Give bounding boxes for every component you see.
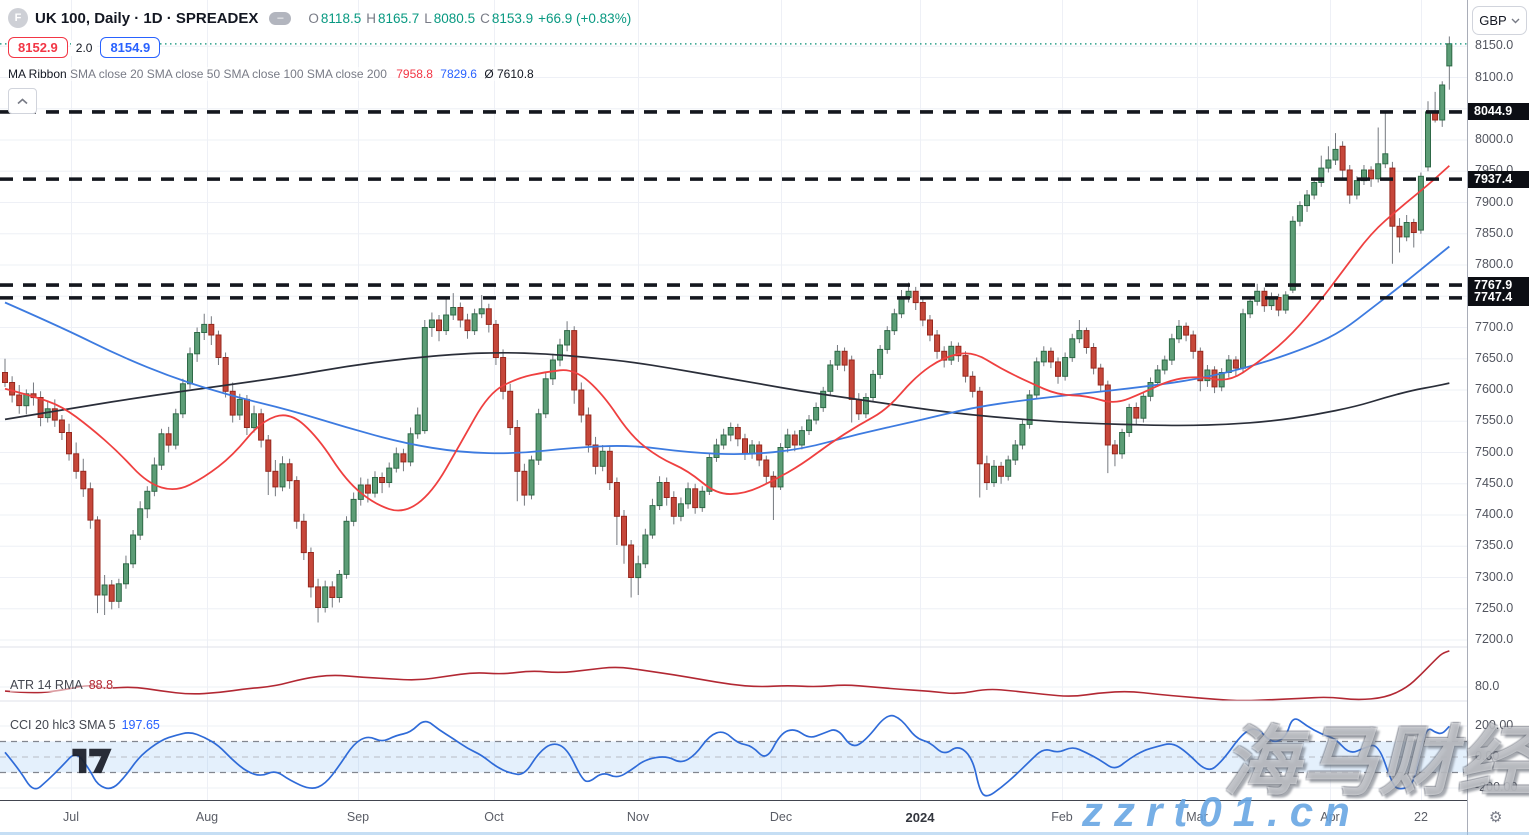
sell-button[interactable]: 8152.9	[8, 37, 68, 58]
close-value: 8153.9	[491, 10, 534, 26]
time-axis-label: 2024	[905, 810, 935, 825]
cci-label: CCI 20 hlc3 SMA 5	[10, 718, 116, 732]
time-axis-label: Oct	[484, 810, 504, 824]
buy-button[interactable]: 8154.9	[100, 37, 161, 58]
change-value: +66.9 (+0.83%)	[538, 10, 632, 26]
time-axis-label: Jul	[63, 810, 79, 824]
price-tick-label: 8000.0	[1475, 132, 1514, 146]
atr-legend[interactable]: ATR 14 RMA 88.8	[10, 678, 114, 692]
price-tick-label: 7850.0	[1475, 225, 1514, 240]
tradingview-logo[interactable]	[54, 746, 130, 779]
price-tick-label: 8100.0	[1475, 69, 1514, 84]
cci-legend[interactable]: CCI 20 hlc3 SMA 5 197.65	[10, 718, 160, 732]
close-label: C	[480, 10, 490, 26]
ma-ribbon-title: MA Ribbon	[8, 67, 67, 81]
market-status-icon[interactable]: –	[269, 11, 292, 25]
time-axis-label: Feb	[1051, 810, 1073, 824]
currency-label: GBP	[1479, 13, 1507, 28]
price-tick-label: 7600.0	[1475, 382, 1514, 396]
price-tick-label: 7250.0	[1475, 600, 1514, 615]
sma200-value: Ø 7610.8	[484, 67, 534, 81]
time-axis-label: Nov	[626, 810, 650, 824]
price-tick-label: 7800.0	[1475, 257, 1514, 271]
currency-selector[interactable]: GBP	[1472, 6, 1527, 35]
high-value: 8165.7	[377, 10, 420, 26]
time-axis-label: Apr	[1320, 810, 1340, 824]
price-tick-label: 7450.0	[1475, 475, 1514, 490]
price-tick-label: 7900.0	[1475, 194, 1514, 209]
price-level-badge: 8044.9	[1468, 103, 1529, 121]
time-axis-label: Sep	[346, 810, 370, 824]
cci-tick-label: -200.00	[1475, 780, 1518, 795]
price-tick-label: 7350.0	[1475, 538, 1514, 553]
open-label: O	[308, 10, 319, 26]
symbol-title[interactable]: UK 100, Daily · 1D · SPREADEX	[35, 9, 259, 27]
price-level-badge: 7747.4	[1468, 289, 1529, 307]
high-label: H	[366, 10, 376, 26]
open-value: 8118.5	[320, 10, 362, 26]
price-level-badge: 7937.4	[1468, 170, 1529, 188]
ma-ribbon-legend[interactable]: MA Ribbon SMA close 20 SMA close 50 SMA …	[8, 67, 534, 81]
price-tick-label: 7300.0	[1475, 569, 1514, 584]
price-tick-label: 7650.0	[1475, 350, 1514, 365]
low-label: L	[424, 10, 432, 26]
price-tick-label: 7550.0	[1475, 413, 1514, 428]
time-axis-label: 22	[1414, 810, 1428, 824]
cci-tick-label: 200.00	[1475, 717, 1514, 732]
chevron-down-icon	[1511, 18, 1520, 23]
instrument-logo-icon: F	[8, 8, 28, 28]
chevron-up-icon	[17, 97, 28, 104]
time-axis-label: Dec	[769, 810, 793, 824]
time-axis-label: Aug	[195, 810, 219, 824]
sma50-value: 7829.6	[440, 67, 477, 81]
price-tick-label: 7700.0	[1475, 319, 1514, 334]
price-tick-label: 7500.0	[1475, 444, 1514, 459]
time-axis-label: Mar	[1186, 810, 1208, 824]
chart-legend: F UK 100, Daily · 1D · SPREADEX – O 8118.…	[8, 8, 631, 114]
low-value: 8080.5	[433, 10, 476, 26]
atr-value: 88.8	[88, 678, 114, 692]
price-axis[interactable]: GBP 8150.08100.08000.07950.07900.07850.0…	[1467, 0, 1529, 835]
time-axis[interactable]: Jul Aug Sep Oct Nov Dec 2024 Feb Mar Apr 22	[0, 800, 1529, 835]
price-level-badge: 7767.9	[1468, 276, 1529, 294]
price-tick-label: 7200.0	[1475, 632, 1514, 646]
ohlc-values: O 8118.5 H 8165.7 L 8080.5 C 8153.9 +66.9 (+…	[308, 11, 631, 26]
cci-tick-label: 0.00	[1475, 749, 1500, 763]
price-tick-label: 7400.0	[1475, 507, 1514, 521]
atr-tick-label: 80.0	[1475, 679, 1500, 693]
axis-settings-gear-icon[interactable]: ⚙	[1489, 809, 1503, 826]
chart-canvas[interactable]	[0, 0, 1467, 800]
sma20-value: 7958.8	[396, 67, 433, 81]
price-tick-label: 8150.0	[1475, 38, 1514, 53]
atr-label: ATR 14 RMA	[10, 678, 83, 692]
cci-value: 197.65	[121, 718, 160, 732]
collapse-legend-button[interactable]	[8, 88, 37, 114]
spread-value: 2.0	[70, 39, 98, 56]
ma-ribbon-params: SMA close 20 SMA close 50 SMA close 100 …	[70, 67, 387, 81]
